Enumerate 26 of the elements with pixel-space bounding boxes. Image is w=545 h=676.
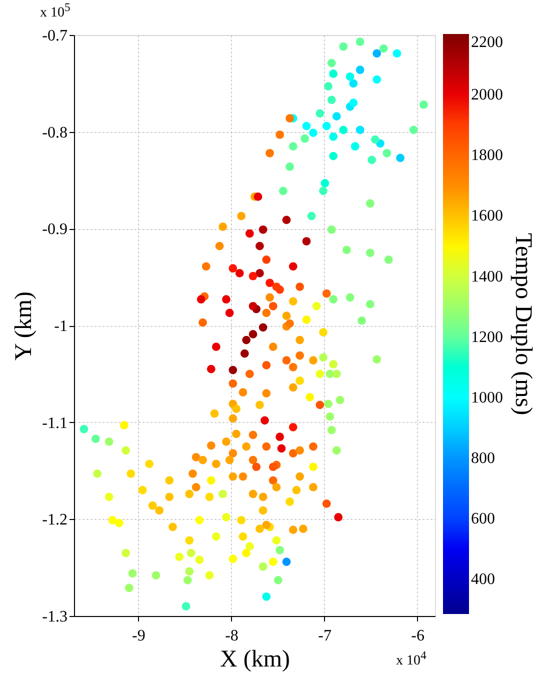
color-bar-label: 2200: [471, 34, 503, 51]
x-tick-label: -7: [318, 628, 332, 644]
y-tick-label: -0.7: [42, 28, 68, 44]
color-bar-label: 800: [471, 450, 495, 468]
y-tick-label: -1.3: [42, 608, 68, 626]
y-tick-label: -0.8: [42, 124, 68, 142]
y-axis-title: Y (km): [11, 291, 38, 361]
x-axis-title: X (km): [220, 646, 290, 672]
y-tick-label: -1: [54, 318, 68, 335]
x-tick-label: -9: [132, 628, 146, 644]
color-bar-label: 2000: [471, 86, 503, 104]
color-bar-label: 1600: [471, 208, 503, 225]
color-bar-label: 400: [471, 571, 495, 588]
color-bar-label: 1400: [471, 268, 503, 286]
color-bar-label: 1800: [471, 147, 503, 164]
color-bar-title: Tempo Duplo (ms): [510, 232, 536, 416]
y-tick-label: -1.2: [42, 512, 68, 529]
y-tick-label: -0.9: [42, 221, 68, 238]
x-tick-label: -8: [225, 628, 238, 644]
y-tick-label: -1.1: [42, 414, 68, 432]
x-tick-label: -6: [411, 628, 424, 644]
color-bar-label: 1000: [471, 389, 503, 406]
text: x 10$^{4}$: [396, 649, 426, 669]
text: x 10$^{5}$: [40, 1, 70, 21]
color-bar-label: 600: [471, 510, 495, 528]
color-bar-label: 1200: [471, 328, 503, 346]
